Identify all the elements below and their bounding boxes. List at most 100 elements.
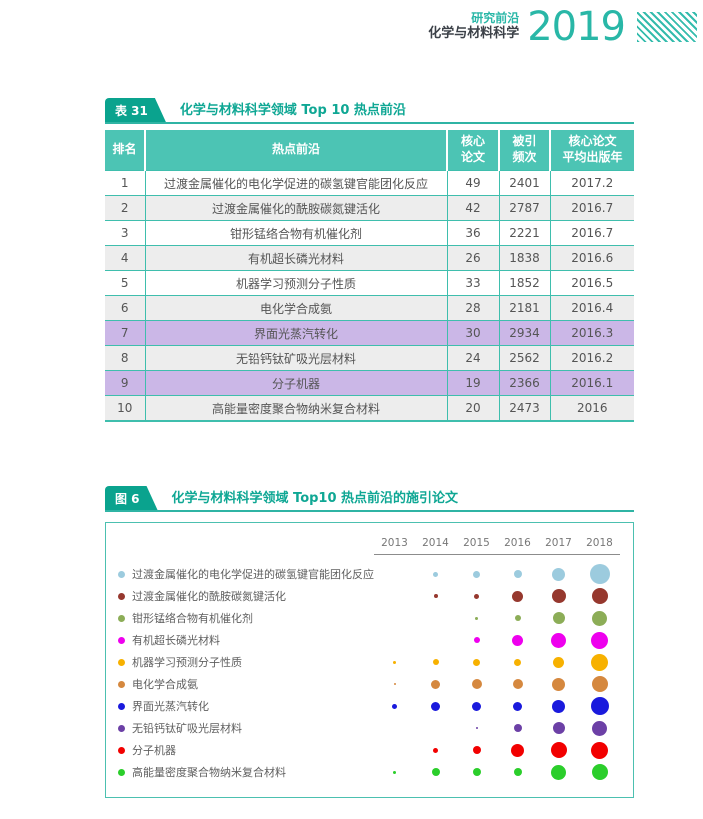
cell-avg_year: 2016.1 bbox=[549, 370, 634, 396]
data-bubble bbox=[592, 610, 607, 626]
bubble-cell bbox=[497, 658, 538, 666]
data-bubble bbox=[551, 764, 566, 780]
data-bubble bbox=[393, 660, 396, 664]
data-bubble bbox=[552, 612, 565, 624]
column-header: 热点前沿 bbox=[144, 130, 447, 171]
cell-rank: 5 bbox=[105, 270, 145, 296]
chart-series-row: 过渡金属催化的电化学促进的碳氢键官能团化反应 bbox=[118, 563, 633, 585]
bubble-cell bbox=[497, 701, 538, 711]
cell-citations: 2181 bbox=[498, 295, 550, 321]
bubble-cell bbox=[538, 764, 579, 780]
series-legend: 过渡金属催化的电化学促进的碳氢键官能团化反应 bbox=[118, 566, 374, 582]
cell-citations: 1852 bbox=[498, 270, 550, 296]
table-row: 2 过渡金属催化的酰胺碳氮键活化 42 2787 2016.7 bbox=[105, 195, 634, 221]
cell-core_papers: 33 bbox=[446, 270, 499, 296]
series-name: 钳形锰络合物有机催化剂 bbox=[132, 612, 253, 625]
cell-citations: 2562 bbox=[498, 345, 550, 371]
column-header: 核心论文 平均出版年 bbox=[549, 130, 634, 171]
cell-frontier: 电化学合成氨 bbox=[144, 295, 447, 321]
bubble-cell bbox=[579, 764, 620, 780]
table-row: 4 有机超长磷光材料 26 1838 2016.6 bbox=[105, 245, 634, 271]
bubble-cell bbox=[374, 660, 415, 664]
report-year: 2019 bbox=[527, 4, 626, 50]
cell-core_papers: 36 bbox=[446, 220, 499, 246]
cell-core_papers: 42 bbox=[446, 195, 499, 221]
legend-dot-icon bbox=[118, 702, 125, 710]
cell-citations: 2221 bbox=[498, 220, 550, 246]
column-header: 核心 论文 bbox=[446, 130, 499, 171]
data-bubble bbox=[552, 699, 565, 713]
bubble-cell bbox=[456, 768, 497, 776]
bubble-cell bbox=[579, 697, 620, 715]
legend-dot-icon bbox=[118, 614, 125, 622]
chart-year-labels: 2013 2014 2015 2016 2017 2018 bbox=[374, 537, 620, 549]
series-legend: 有机超长磷光材料 bbox=[118, 632, 374, 648]
cell-frontier: 无铅钙钛矿吸光层材料 bbox=[144, 345, 447, 371]
data-bubble bbox=[591, 676, 608, 692]
data-bubble bbox=[513, 570, 522, 578]
cell-rank: 2 bbox=[105, 195, 145, 221]
bubble-cell bbox=[497, 724, 538, 732]
series-legend: 过渡金属催化的酰胺碳氮键活化 bbox=[118, 588, 374, 604]
data-bubble bbox=[513, 701, 522, 711]
cell-frontier: 有机超长磷光材料 bbox=[144, 245, 447, 271]
cell-avg_year: 2016.3 bbox=[549, 320, 634, 346]
bubble-cell bbox=[415, 571, 456, 577]
data-bubble bbox=[591, 631, 608, 649]
data-bubble bbox=[472, 768, 481, 776]
bubble-cell bbox=[538, 589, 579, 603]
legend-dot-icon bbox=[118, 592, 125, 600]
cell-rank: 3 bbox=[105, 220, 145, 246]
series-name: 分子机器 bbox=[132, 744, 176, 757]
data-bubble bbox=[471, 679, 482, 689]
cell-rank: 7 bbox=[105, 320, 145, 346]
bubble-cell bbox=[538, 677, 579, 691]
bubble-cell bbox=[456, 570, 497, 578]
cell-citations: 2366 bbox=[498, 370, 550, 396]
chart-rows: 过渡金属催化的电化学促进的碳氢键官能团化反应 过渡金属催化的酰胺碳氮键活化钳形锰络… bbox=[118, 563, 633, 783]
bubble-cell bbox=[538, 612, 579, 624]
data-bubble bbox=[475, 616, 478, 620]
bubble-cell bbox=[456, 727, 497, 729]
cell-core_papers: 19 bbox=[446, 370, 499, 396]
chart-series-row: 有机超长磷光材料 bbox=[118, 629, 633, 651]
bubble-cell bbox=[374, 770, 415, 774]
figure-number-badge: 图 6 bbox=[105, 486, 158, 510]
cell-citations: 2473 bbox=[498, 395, 550, 422]
chart-series-row: 无铅钙钛矿吸光层材料 bbox=[118, 717, 633, 739]
bubble-cell bbox=[415, 768, 456, 776]
figure-section: 图 6 化学与材料科学领域 Top10 热点前沿的施引论文 2013 2014 20… bbox=[105, 486, 634, 798]
bubble-cell bbox=[538, 742, 579, 758]
bubble-cell bbox=[497, 615, 538, 621]
bubble-cell bbox=[456, 701, 497, 711]
cell-core_papers: 24 bbox=[446, 345, 499, 371]
cell-core_papers: 26 bbox=[446, 245, 499, 271]
bubble-cell bbox=[456, 616, 497, 620]
data-bubble bbox=[473, 637, 480, 643]
cell-avg_year: 2016.5 bbox=[549, 270, 634, 296]
legend-dot-icon bbox=[118, 636, 125, 644]
cell-frontier: 分子机器 bbox=[144, 370, 447, 396]
data-bubble bbox=[551, 589, 566, 603]
bubble-cell bbox=[497, 570, 538, 578]
bubble-cell bbox=[497, 590, 538, 602]
table-number-badge: 表 31 bbox=[105, 98, 166, 122]
data-bubble bbox=[393, 770, 396, 774]
bubble-cell bbox=[456, 746, 497, 754]
top10-frontiers-table: 排名 热点前沿 核心 论文 被引 频次 核心论文 平均出版年 1 过渡金属催化的电化学促进… bbox=[105, 130, 634, 422]
data-bubble bbox=[513, 724, 522, 732]
data-bubble bbox=[550, 742, 567, 758]
table-row: 3 钳形锰络合物有机催化剂 36 2221 2016.7 bbox=[105, 220, 634, 246]
bubble-cell bbox=[374, 683, 415, 685]
cell-core_papers: 20 bbox=[446, 395, 499, 422]
table-row: 6 电化学合成氨 28 2181 2016.4 bbox=[105, 295, 634, 321]
data-bubble bbox=[472, 701, 481, 711]
data-bubble bbox=[591, 741, 608, 759]
series-legend: 分子机器 bbox=[118, 742, 374, 758]
series-name: 有机超长磷光材料 bbox=[132, 634, 220, 647]
bubble-cell bbox=[415, 701, 456, 711]
chart-series-row: 高能量密度聚合物纳米复合材料 bbox=[118, 761, 633, 783]
cell-avg_year: 2016.7 bbox=[549, 220, 634, 246]
table-head-row: 排名 热点前沿 核心 论文 被引 频次 核心论文 平均出版年 bbox=[105, 130, 634, 171]
bubble-cell bbox=[456, 637, 497, 643]
